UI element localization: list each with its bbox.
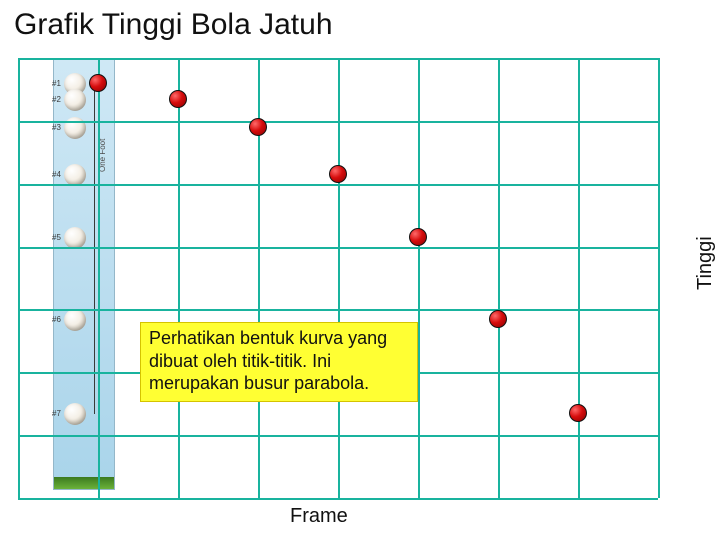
gridline-v [338, 58, 340, 498]
gridline-v [418, 58, 420, 498]
baseball-icon [64, 403, 86, 425]
x-axis-label: Frame [290, 505, 348, 528]
baseball-icon [64, 89, 86, 111]
ball-index-label: #2 [52, 95, 61, 104]
ball-index-label: #5 [52, 233, 61, 242]
gridline-v [98, 58, 100, 498]
page-title: Grafik Tinggi Bola Jatuh [14, 8, 333, 42]
gridline-v [578, 58, 580, 498]
baseball-icon [64, 309, 86, 331]
data-point [569, 404, 587, 422]
callout-box: Perhatikan bentuk kurva yang dibuat oleh… [140, 322, 418, 402]
y-axis-label: Tinggi [694, 236, 717, 290]
ball-index-label: #7 [52, 409, 61, 418]
ball-index-label: #6 [52, 315, 61, 324]
ball-index-label: #1 [52, 79, 61, 88]
gridline-v [658, 58, 660, 498]
gridline-h [18, 498, 658, 500]
chart-plot-area: One Foot #1#2#3#4#5#6#7 [18, 58, 658, 498]
data-point [249, 118, 267, 136]
ball-index-label: #4 [52, 170, 61, 179]
gridline-v [18, 58, 20, 498]
data-point [489, 310, 507, 328]
data-point [169, 90, 187, 108]
gridline-v [178, 58, 180, 498]
height-arrow [94, 84, 95, 414]
gridline-v [498, 58, 500, 498]
data-point [329, 165, 347, 183]
grass-strip [54, 477, 114, 489]
ball-index-label: #3 [52, 123, 61, 132]
data-point [409, 228, 427, 246]
